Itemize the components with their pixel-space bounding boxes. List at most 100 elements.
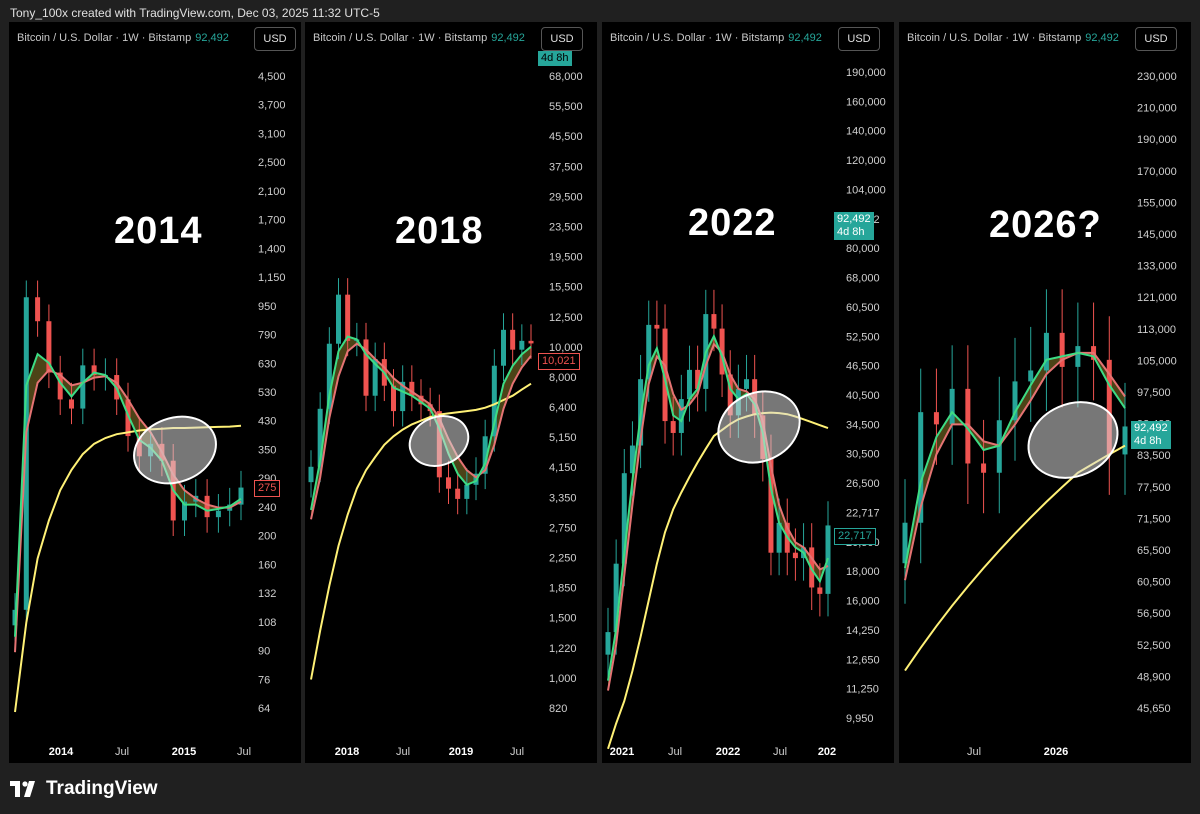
candle-body [308, 466, 314, 483]
slow-ma-line [904, 351, 1126, 581]
candle-body [744, 379, 750, 389]
fast-ma-line [607, 333, 829, 681]
long-ma-line [310, 382, 532, 680]
x-tick-label: 2022 [716, 746, 740, 758]
candle-body [949, 388, 955, 425]
candle-body [204, 495, 210, 518]
header-price: 92,492 [788, 32, 822, 44]
y-tick-label: 68,000 [846, 273, 880, 285]
candle-body [57, 372, 63, 400]
y-tick-label: 113,000 [1137, 324, 1176, 336]
y-tick-label: 108 [258, 617, 276, 629]
y-tick-label: 133,000 [1137, 261, 1177, 273]
candle-body [902, 522, 908, 564]
candle-body [418, 395, 424, 405]
y-tick-label: 155,000 [1137, 197, 1177, 209]
candle-body [446, 477, 451, 489]
tradingview-logo[interactable]: TradingView [10, 778, 158, 800]
y-tick-label: 2,100 [258, 186, 286, 198]
candle-body [482, 436, 488, 474]
candle-body [409, 381, 415, 396]
y-tick-label: 210,000 [1137, 103, 1177, 115]
currency-button[interactable]: USD [1135, 27, 1177, 51]
x-tick-label: 2014 [49, 746, 74, 758]
slow-ma-line [14, 368, 242, 653]
y-tick-label: 200 [258, 531, 276, 543]
year-label: 2014 [114, 210, 203, 252]
candle-body [363, 339, 369, 396]
y-tick-label: 1,150 [258, 272, 286, 284]
y-tick-label: 83,500 [1137, 450, 1171, 462]
chart-panel-2026[interactable]: 230,000 210,000 190,000 170,000 155,000 145,0… [899, 22, 1191, 763]
candle-body [621, 473, 627, 564]
symbol-label: Bitcoin / U.S. Dollar · 1W · Bitstamp [907, 32, 1082, 44]
candle-body [182, 501, 187, 521]
candle-body [686, 369, 692, 400]
candle-body [662, 328, 668, 422]
y-tick-label: 29,500 [549, 191, 583, 203]
candle-body [464, 484, 470, 499]
y-tick-label: 2,750 [549, 522, 577, 534]
y-tick-label: 71,500 [1137, 513, 1171, 525]
candle-body [372, 359, 378, 396]
slow-ma-line [310, 342, 532, 520]
candle-body [1028, 370, 1034, 382]
price-tag-last: 22,717 [834, 528, 876, 545]
x-tick-label: Jul [115, 746, 129, 758]
currency-button[interactable]: USD [254, 27, 296, 51]
y-tick-label: 1,220 [549, 643, 577, 655]
candle-body [918, 412, 924, 523]
y-tick-label: 950 [258, 301, 276, 313]
y-tick-label: 37,500 [549, 161, 583, 173]
chart-panel-2022[interactable]: 190,000 160,000 140,000 120,000 104,000 92,49… [602, 22, 894, 763]
y-tick-label: 8,000 [549, 372, 577, 384]
y-tick-label: 530 [258, 387, 276, 399]
chart-panel-2018[interactable]: 68,000 55,500 45,500 37,500 29,500 23,500 19,5… [305, 22, 597, 763]
chart-panel-2014[interactable]: 4,500 3,700 3,100 2,500 2,100 1,700 1,400 1,150… [9, 22, 301, 763]
x-tick-label: 2015 [172, 746, 196, 758]
symbol-header: Bitcoin / U.S. Dollar · 1W · Bitstamp 92,… [907, 32, 1119, 44]
y-tick-label: 26,500 [846, 478, 880, 490]
y-tick-label: 45,650 [1137, 703, 1171, 715]
price-tag-countdown: 4d 8h [538, 51, 572, 66]
y-tick-label: 19,500 [549, 252, 583, 264]
y-tick-label: 120,000 [846, 155, 886, 167]
highlight-ellipse [717, 390, 801, 464]
y-tick-label: 820 [549, 703, 567, 715]
y-tick-label: 1,000 [549, 673, 577, 685]
candle-body [670, 421, 676, 433]
header-price: 92,492 [491, 32, 525, 44]
currency-button[interactable]: USD [838, 27, 880, 51]
y-tick-label: 11,250 [846, 684, 879, 696]
candle-body [613, 563, 619, 633]
currency-button[interactable]: USD [541, 27, 583, 51]
symbol-label: Bitcoin / U.S. Dollar · 1W · Bitstamp [313, 32, 488, 44]
y-tick-label: 64 [258, 703, 270, 715]
y-tick-label: 190,000 [846, 67, 886, 79]
candle-body [1043, 332, 1049, 371]
candle-body [654, 324, 660, 329]
chart-svg-2018: 68,000 55,500 45,500 37,500 29,500 23,500 19,5… [308, 71, 583, 758]
fast-ma-line [904, 351, 1126, 569]
y-tick-label: 16,000 [846, 596, 880, 608]
y-tick-label: 76 [258, 674, 270, 686]
y-tick-label: 630 [258, 358, 276, 370]
y-tick-label: 65,500 [1137, 545, 1171, 557]
y-tick-label: 5,150 [549, 432, 577, 444]
y-tick-label: 170,000 [1137, 166, 1177, 178]
y-tick-label: 190,000 [1137, 134, 1177, 146]
candle-body [1106, 359, 1112, 455]
y-tick-label: 15,500 [549, 282, 583, 294]
y-tick-label: 105,000 [1137, 355, 1177, 367]
candle-body [519, 340, 525, 350]
candle-body [35, 297, 41, 322]
y-tick-label: 23,500 [549, 221, 583, 233]
y-tick-label: 97,500 [1137, 387, 1171, 399]
y-tick-label: 3,350 [549, 492, 577, 504]
y-tick-label: 240 [258, 502, 276, 514]
candle-body [727, 374, 733, 416]
y-tick-label: 104,000 [846, 184, 886, 196]
candle-body [336, 294, 341, 344]
y-tick-label: 68,000 [549, 71, 583, 83]
highlight-ellipse [408, 415, 470, 467]
